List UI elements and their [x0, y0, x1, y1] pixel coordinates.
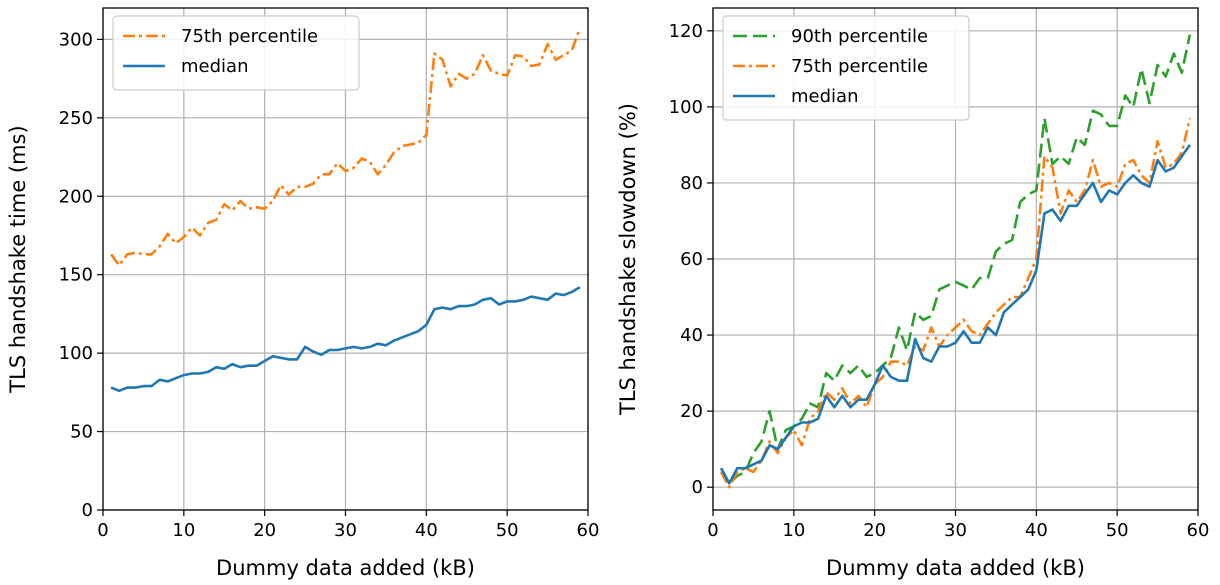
left-chart-panel: 0 10 20 30 40 50 60 0 50 100 150 200 250 300 Dummy dat… — [6, 7, 600, 580]
x-tick-label: 30 — [334, 520, 357, 541]
series-line-90th-percentile — [719, 34, 1192, 485]
y-tick-label: 100 — [59, 343, 93, 364]
y-tick-label: 80 — [680, 173, 703, 194]
legend-box — [722, 15, 970, 121]
series-lines — [110, 27, 582, 393]
legend-label: 75th percentile — [791, 56, 928, 77]
series-line-75th-percentile — [719, 118, 1192, 489]
x-tick-label: 40 — [1025, 520, 1048, 541]
x-tick-label: 40 — [415, 520, 438, 541]
legend-label: median — [791, 86, 858, 107]
y-tick-label: 0 — [82, 500, 93, 521]
legend: 90th percentile 75th percentile median — [722, 15, 970, 121]
legend-label: 90th percentile — [791, 26, 928, 47]
y-tick-label: 300 — [59, 29, 93, 50]
x-axis-label: Dummy data added (kB) — [826, 556, 1085, 580]
series-line-75th-percentile — [110, 27, 582, 267]
y-tick-label: 0 — [692, 477, 703, 498]
y-tick-label: 100 — [669, 97, 703, 118]
y-tick-label: 120 — [669, 21, 703, 42]
x-tick-label: 10 — [172, 520, 195, 541]
legend-label: median — [181, 56, 248, 77]
right-chart-panel: 0 10 20 30 40 50 60 0 20 40 60 80 100 120 Dummy data a… — [616, 7, 1210, 580]
series-lines — [719, 34, 1192, 489]
y-axis-label: TLS handshake time (ms) — [6, 125, 30, 393]
x-tick-label: 60 — [577, 520, 600, 541]
y-tick-label: 60 — [680, 249, 703, 270]
x-tick-label: 0 — [97, 520, 108, 541]
legend-box — [112, 15, 360, 91]
y-tick-label: 250 — [59, 108, 93, 129]
legend: 75th percentile median — [112, 15, 360, 91]
x-axis-label: Dummy data added (kB) — [216, 556, 475, 580]
x-tick-label: 50 — [496, 520, 519, 541]
series-line-median — [110, 286, 581, 393]
y-tick-label: 20 — [680, 401, 703, 422]
x-tick-label: 20 — [863, 520, 886, 541]
x-tick-label: 50 — [1106, 520, 1129, 541]
x-tick-label: 10 — [782, 520, 805, 541]
y-tick-label: 40 — [680, 325, 703, 346]
x-tick-label: 60 — [1187, 520, 1210, 541]
legend-label: 75th percentile — [181, 26, 318, 47]
y-tick-label: 200 — [59, 186, 93, 207]
y-tick-label: 50 — [70, 422, 93, 443]
y-tick-label: 150 — [59, 265, 93, 286]
x-tick-label: 20 — [253, 520, 276, 541]
y-axis-label: TLS handshake slowdown (%) — [616, 103, 640, 416]
series-line-median — [719, 144, 1191, 485]
x-tick-label: 30 — [944, 520, 967, 541]
x-tick-label: 0 — [707, 520, 718, 541]
